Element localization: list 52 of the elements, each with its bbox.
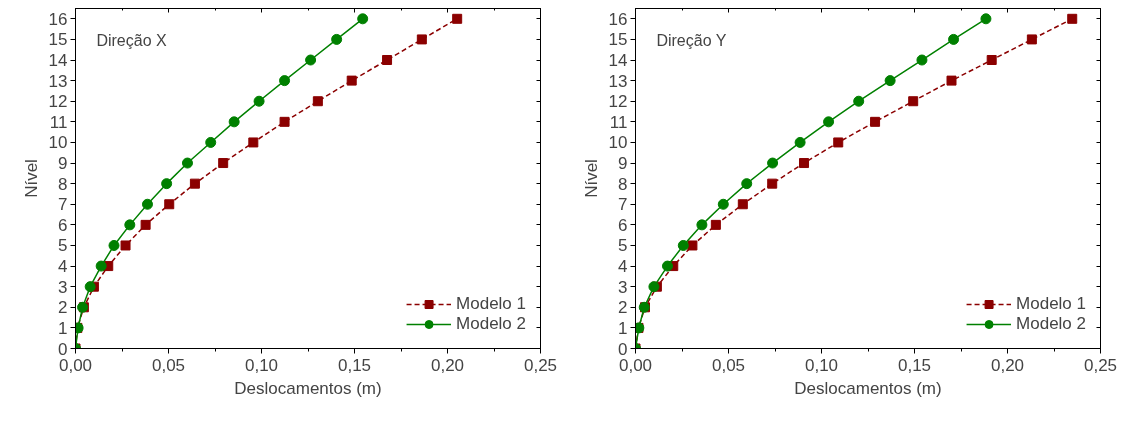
y-tick-label: 15: [48, 30, 68, 50]
y-tick-label: 11: [49, 112, 68, 132]
y-tick-label: 9: [58, 154, 68, 174]
x-tick-label: 0,20: [430, 355, 465, 375]
y-tick-label: 6: [618, 215, 628, 235]
y-tick-label: 5: [58, 236, 68, 256]
y-tick-label: 1: [58, 318, 68, 338]
y-tick-label: 1: [618, 318, 628, 338]
x-tick-label: 0,05: [151, 355, 186, 375]
annotation: Direção X: [96, 32, 167, 50]
x-tick-label: 0,10: [804, 355, 839, 375]
y-tick-label: 10: [608, 133, 628, 153]
y-tick-label: 6: [58, 215, 68, 235]
y-tick-label: 12: [48, 92, 68, 112]
x-axis-title: Deslocamentos (m): [794, 378, 942, 398]
y-tick-label: 2: [618, 298, 628, 318]
x-tick-label: 0,25: [523, 355, 558, 375]
y-tick-label: 10: [48, 133, 68, 153]
x-tick-label: 0,15: [897, 355, 932, 375]
y-tick-label: 2: [58, 298, 68, 318]
y-tick-label: 4: [618, 257, 628, 277]
y-tick-label: 11: [609, 112, 628, 132]
y-tick-label: 14: [608, 51, 628, 71]
y-axis-title: Nível: [21, 159, 41, 198]
y-tick-label: 14: [48, 51, 68, 71]
y-tick-label: 16: [48, 9, 68, 29]
y-tick-label: 7: [58, 195, 68, 215]
legend-label: Modelo 2: [1016, 314, 1086, 334]
y-tick-label: 12: [608, 92, 628, 112]
y-tick-label: 13: [608, 71, 628, 91]
x-tick-label: 0,20: [990, 355, 1025, 375]
y-tick-label: 4: [58, 257, 68, 277]
legend-label: Modelo 1: [1016, 294, 1086, 314]
y-tick-label: 8: [58, 174, 68, 194]
y-tick-label: 9: [618, 154, 628, 174]
legend-label: Modelo 1: [456, 294, 526, 314]
y-tick-label: 3: [618, 277, 628, 297]
annotation: Direção Y: [656, 32, 727, 50]
y-tick-label: 16: [608, 9, 628, 29]
x-axis-title: Deslocamentos (m): [234, 378, 382, 398]
x-tick-label: 0,05: [711, 355, 746, 375]
y-tick-label: 8: [618, 174, 628, 194]
y-tick-label: 15: [608, 30, 628, 50]
y-tick-label: 5: [618, 236, 628, 256]
y-axis-title: Nível: [581, 159, 601, 198]
y-tick-label: 7: [618, 195, 628, 215]
x-tick-label: 0,10: [244, 355, 279, 375]
y-tick-label: 3: [58, 277, 68, 297]
x-tick-label: 0,25: [1083, 355, 1118, 375]
legend-label: Modelo 2: [456, 314, 526, 334]
x-tick-label: 0,15: [337, 355, 372, 375]
y-tick-label: 13: [48, 71, 68, 91]
